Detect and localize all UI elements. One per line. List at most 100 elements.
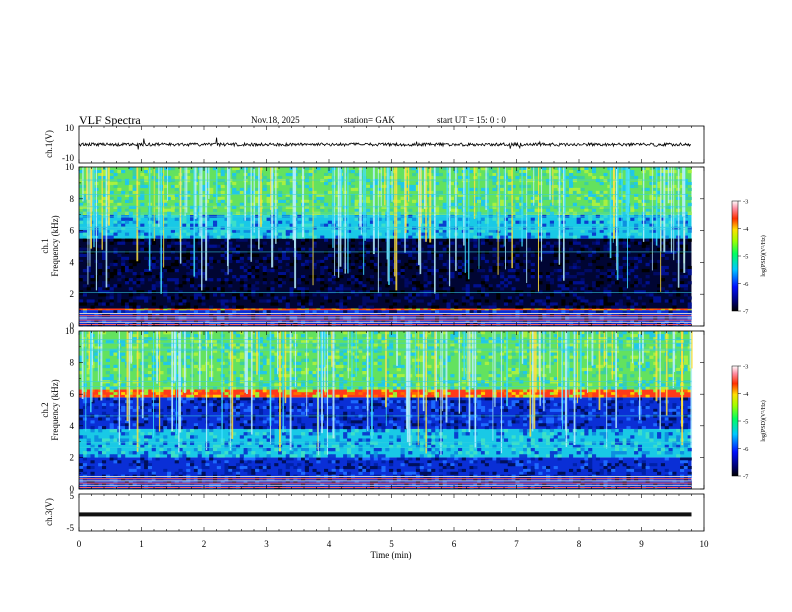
spectrum-cell [423,259,428,264]
spectrum-cell [201,184,206,189]
spectrum-cell [362,175,367,180]
spectrum-cell [369,305,375,309]
spectrum-cell [362,302,367,306]
spectrum-cell [676,309,681,311]
spectrum-cell [243,287,248,291]
spectrum-cell [408,463,413,467]
spectrum-cell [591,281,597,285]
spectrum-streak [485,167,487,211]
spectrum-cell [657,167,662,171]
spectrum-cell [538,208,543,212]
spectrum-cell [637,178,643,183]
spectrum-cell [343,471,348,475]
spectrum-cell [519,451,524,455]
spectrum-cell [373,397,378,401]
spectrum-cell [446,281,451,285]
spectrum-cell [220,309,225,311]
spectrum-cell [301,278,306,282]
spectrum-cell [167,405,172,410]
spectrum-cell [412,238,417,242]
spectrum-cell [465,309,470,311]
spectrum-cell [190,400,195,404]
spectrum-cell [167,296,172,300]
spectrum-cell [354,405,359,410]
ch1-colorbar-ticks: -3-4-5-6-7 [738,199,749,316]
spectrum-cell [683,309,688,311]
spectrum-cell [622,293,627,297]
spectrum-cell [235,169,241,174]
spectrum-cell [182,220,187,224]
spectrum-cell [412,296,417,300]
spectrum-cell [228,241,233,245]
spectrum-cell [572,275,577,279]
spectrum-cell [98,244,103,248]
spectrum-cell [423,278,428,282]
spectrum-cell [557,447,562,452]
spectrum-streak [446,167,449,237]
spectrum-cell [258,308,264,310]
spectrum-cell [312,313,317,317]
spectrum-cell [308,193,313,198]
spectrum-cell [534,299,539,303]
spectrum-cell [500,432,505,436]
spectrum-cell [649,250,654,254]
spectrum-cell [301,299,306,303]
spectrum-cell [630,181,635,186]
spectrum-cell [622,309,627,311]
spectrum-cell [614,447,620,452]
spectrum-cell [415,187,421,192]
spectrum-cell [243,296,248,300]
spectrum-cell [607,232,612,236]
spectrum-cell [431,220,436,224]
spectrum-cell [113,457,118,461]
spectrum-cell [297,290,302,294]
spectrum-cell [507,256,512,261]
spectrum-cell [580,187,585,192]
spectrum-cell [369,281,375,285]
spectrum-cell [473,319,478,324]
spectrum-cell [607,178,612,183]
spectrum-cell [266,405,271,410]
spectrum-cell [140,196,145,200]
spectrum-cell [687,229,692,233]
spectrum-cell [392,400,398,404]
spectrum-cell [109,435,114,439]
spectrum-cell [182,313,187,317]
spectrum-cell [542,214,547,218]
spectrum-cell [637,217,643,221]
spectrum-cell [308,169,313,174]
spectrum-cell [526,208,532,212]
spectrum-cell [396,250,401,254]
spectrum-cell [304,463,309,467]
spectrum-cell [519,290,524,294]
spectrum-cell [201,460,206,464]
spectrum-cell [668,313,673,317]
spectrum-cell [278,309,283,311]
spectrum-cell [645,247,650,251]
spectrum-cell [124,299,130,303]
spectrum-cell [549,220,554,224]
spectrum-cell [588,447,593,452]
spectrum-cell [186,265,191,270]
spectrum-cell [201,400,206,404]
spectrum-cell [618,272,623,276]
spectrum-cell [435,293,440,297]
spectrum-cell [121,441,126,445]
spectrum-cell [304,447,309,452]
spectrum-cell [546,438,551,442]
spectrum-cell [224,471,229,475]
spectrum-cell [381,205,386,209]
spectrum-cell [147,309,153,311]
spectrum-cell [649,223,654,227]
spectrum-cell [228,281,233,285]
spectrum-cell [209,305,214,309]
spectrum-cell [331,468,336,472]
spectrum-cell [262,268,267,273]
spectrum-cell [561,299,566,303]
spectrum-cell [442,457,447,461]
spectrum-cell [373,428,378,433]
spectrum-cell [274,256,279,261]
spectrum-cell [480,241,486,245]
spectrum-cell [266,217,271,221]
spectrum-cell [297,468,302,472]
